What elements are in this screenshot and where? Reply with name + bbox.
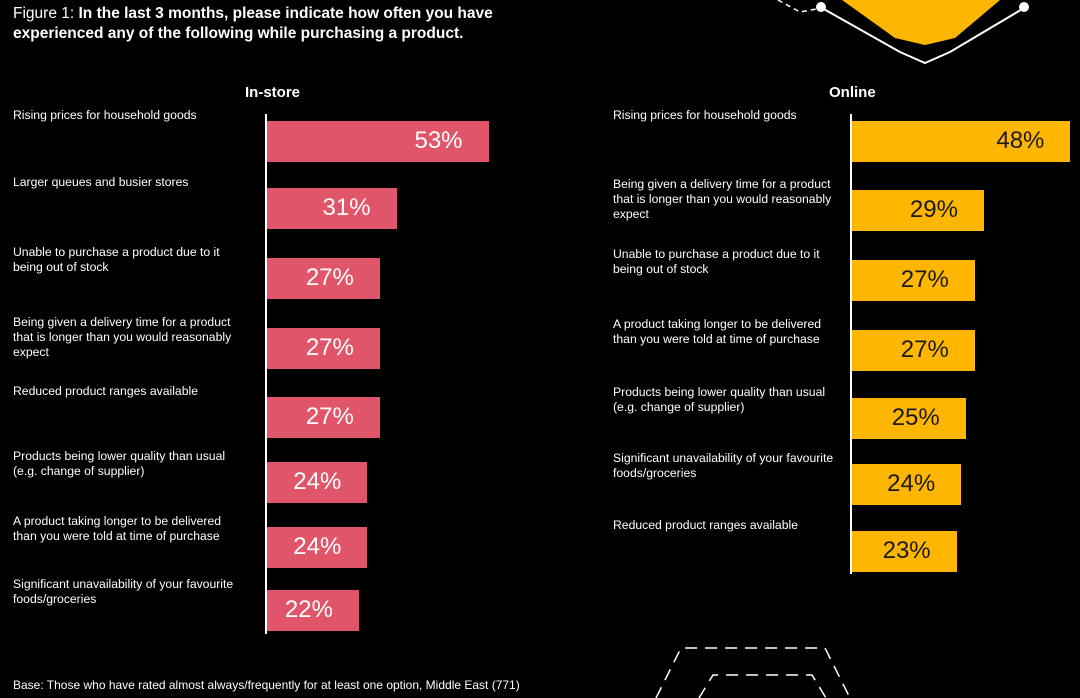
online-category-label: A product taking longer to be delivered … <box>613 316 822 346</box>
instore-category-label: Larger queues and busier stores <box>13 174 189 189</box>
instore-category-label: Unable to purchase a product due to it b… <box>13 244 220 274</box>
online-value-label: 24% <box>887 470 936 497</box>
hexagon-shape <box>842 0 1000 45</box>
instore-category-label: Products being lower quality than usual … <box>13 448 226 478</box>
online-category-label: Being given a delivery time for a produc… <box>613 176 832 221</box>
instore-value-label: 24% <box>293 468 342 495</box>
online-value-label: 48% <box>996 127 1045 154</box>
instore-bar: 31% <box>267 187 397 229</box>
online-category-label: Products being lower quality than usual … <box>613 384 826 414</box>
hexagon-outline <box>821 7 1025 65</box>
online-bar: 24% <box>852 463 962 505</box>
online-category-label: Significant unavailability of your favou… <box>613 450 834 480</box>
online-value-label: 23% <box>882 537 931 564</box>
instore-value-label: 27% <box>305 264 354 291</box>
instore-bar: 53% <box>267 120 489 162</box>
online-category-label: Unable to purchase a product due to it b… <box>613 246 820 276</box>
online-bar: 25% <box>852 397 966 439</box>
dashed-line <box>777 0 823 13</box>
instore-bar: 22% <box>267 589 359 631</box>
instore-category-label: Rising prices for household goods <box>13 107 197 122</box>
instore-value-label: 27% <box>305 334 354 361</box>
online-bar: 23% <box>852 530 957 572</box>
node-dot-right <box>1019 2 1029 12</box>
figure-title-question: In the last 3 months, please indicate ho… <box>13 5 493 42</box>
instore-category-label: A product taking longer to be delivered … <box>13 513 222 543</box>
instore-value-label: 24% <box>293 533 342 560</box>
online-bar: 29% <box>852 189 984 231</box>
instore-value-label: 53% <box>414 127 463 154</box>
online-value-label: 27% <box>900 336 949 363</box>
base-note: Base: Those who have rated almost always… <box>13 678 520 692</box>
online-bar: 27% <box>852 329 975 371</box>
instore-bar: 24% <box>267 461 368 503</box>
dashed-hexagon-outer <box>655 647 851 698</box>
instore-value-label: 22% <box>284 596 333 623</box>
instore-bar: 27% <box>267 327 380 369</box>
node-dot-left <box>816 2 826 12</box>
instore-category-label: Being given a delivery time for a produc… <box>13 314 232 359</box>
figure-title: Figure 1: In the last 3 months, please i… <box>13 4 573 44</box>
instore-panel-title: In-store <box>245 84 301 101</box>
instore-value-label: 31% <box>322 194 371 221</box>
online-bar: 27% <box>852 259 975 301</box>
instore-bar: 27% <box>267 257 380 299</box>
online-bar: 48% <box>852 120 1071 162</box>
instore-axis-line <box>265 114 267 634</box>
figure-title-prefix: Figure 1: <box>13 5 79 22</box>
online-value-label: 27% <box>900 266 949 293</box>
instore-bar: 27% <box>267 396 380 438</box>
instore-value-label: 27% <box>305 403 354 430</box>
instore-bar: 24% <box>267 526 368 568</box>
online-panel-title: Online <box>829 84 876 101</box>
online-value-label: 25% <box>891 404 940 431</box>
online-category-label: Reduced product ranges available <box>613 517 798 532</box>
online-axis-line <box>850 114 852 574</box>
instore-category-label: Significant unavailability of your favou… <box>13 576 234 606</box>
online-value-label: 29% <box>909 196 958 223</box>
online-category-label: Rising prices for household goods <box>613 107 797 122</box>
dashed-hexagon-inner <box>698 674 827 698</box>
instore-category-label: Reduced product ranges available <box>13 383 198 398</box>
